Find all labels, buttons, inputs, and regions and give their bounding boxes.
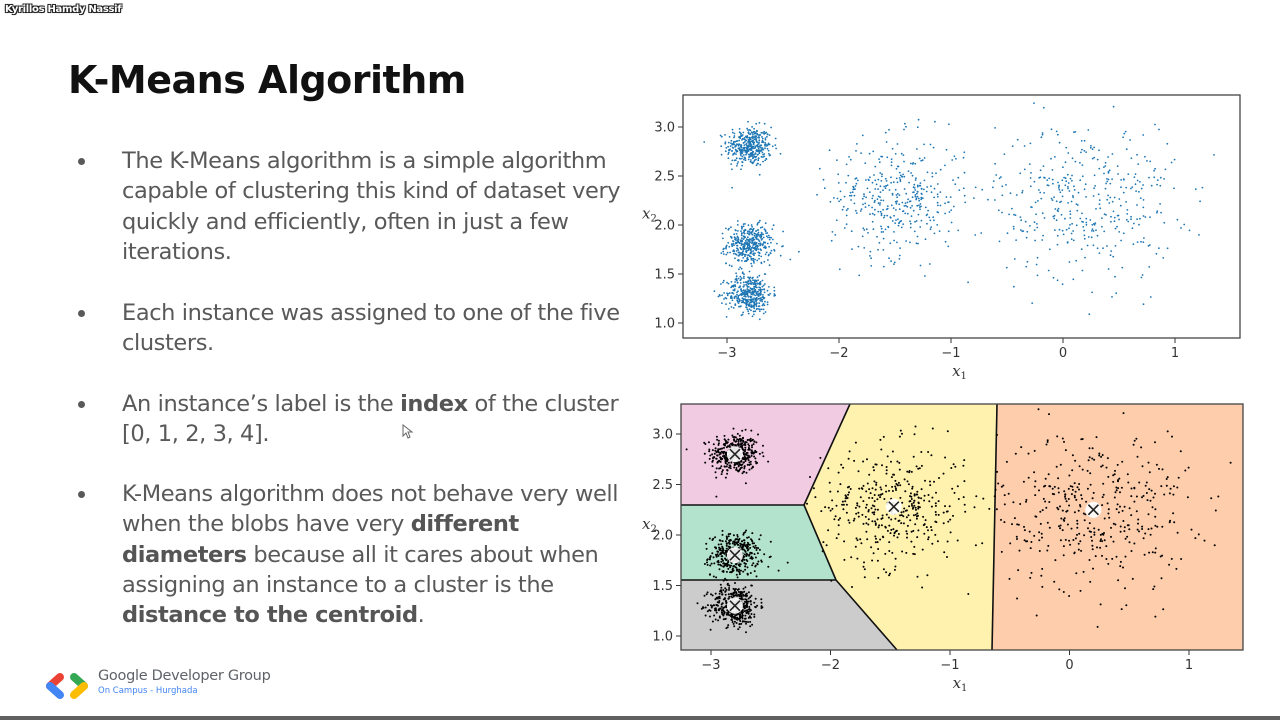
- bullet-item: Each instance was assigned to one of the…: [74, 298, 644, 359]
- bullet-item: An instance’s label is the index of the …: [74, 389, 644, 450]
- bullet-text: An instance’s label is the index of the …: [122, 391, 619, 448]
- scatter-chart-unlabeled: −3 −2 −1 0 1 1.0 1.5 2.0 2.5 3.0 x1 x2: [640, 90, 1250, 385]
- region-cluster-middle: [804, 404, 997, 650]
- bullet-dot-icon: [78, 401, 85, 408]
- gdg-name: Google Developer Group: [98, 668, 271, 684]
- gdg-chapter: On Campus - Hurghada: [98, 686, 198, 696]
- bullet-text: K-Means algorithm does not behave very w…: [122, 481, 619, 629]
- svg-text:x1: x1: [952, 362, 967, 382]
- centroid-marker-icon: [885, 498, 902, 515]
- scatter-points: [703, 102, 1215, 321]
- svg-text:−3: −3: [701, 658, 720, 673]
- centroid-marker-icon: [1085, 501, 1102, 518]
- bullet-item: The K-Means algorithm is a simple algori…: [74, 146, 644, 267]
- svg-text:0: 0: [1065, 658, 1073, 673]
- region-cluster-mid-left: [681, 505, 836, 580]
- svg-text:1.0: 1.0: [652, 630, 673, 645]
- voronoi-plot-svg: −3 −2 −1 0 1 1.0 1.5 2.0 2.5 3.0 x1 x2: [642, 403, 1244, 694]
- bullet-dot-icon: [78, 158, 85, 165]
- svg-text:3.0: 3.0: [654, 121, 675, 136]
- gdg-logo: Google Developer Group On Campus - Hurgh…: [44, 666, 274, 702]
- bullet-text: The K-Means algorithm is a simple algori…: [122, 148, 621, 265]
- presenter-name: Kyrillos Hamdy Nassif: [5, 4, 122, 15]
- svg-text:−3: −3: [717, 346, 736, 361]
- svg-text:2.0: 2.0: [654, 219, 675, 234]
- svg-text:2.0: 2.0: [652, 529, 673, 544]
- bullet-text: Each instance was assigned to one of the…: [122, 300, 620, 357]
- centroid-marker-icon: [726, 547, 743, 564]
- svg-text:2.5: 2.5: [652, 478, 673, 493]
- svg-text:2.5: 2.5: [654, 170, 675, 185]
- centroid-marker-icon: [726, 597, 743, 614]
- kmeans-decision-boundary-chart: −3 −2 −1 0 1 1.0 1.5 2.0 2.5 3.0 x1 x2: [640, 395, 1255, 695]
- svg-text:1.5: 1.5: [654, 268, 675, 283]
- bullet-dot-icon: [78, 491, 85, 498]
- region-cluster-top-left: [681, 404, 850, 505]
- bottom-bar: [0, 716, 1280, 720]
- svg-text:1.0: 1.0: [654, 317, 675, 332]
- centroid-marker-icon: [726, 446, 743, 463]
- svg-text:−1: −1: [940, 658, 959, 673]
- region-cluster-right: [992, 404, 1243, 650]
- bullet-item: K-Means algorithm does not behave very w…: [74, 479, 644, 630]
- svg-text:x2: x2: [642, 515, 657, 535]
- svg-text:1.5: 1.5: [652, 579, 673, 594]
- region-cluster-bottom-left: [681, 580, 897, 650]
- svg-text:−2: −2: [829, 346, 848, 361]
- slide-title: K-Means Algorithm: [68, 58, 466, 102]
- svg-text:−2: −2: [821, 658, 840, 673]
- svg-text:−1: −1: [941, 346, 960, 361]
- bullet-dot-icon: [78, 310, 85, 317]
- svg-text:x2: x2: [642, 205, 657, 225]
- svg-text:1: 1: [1185, 658, 1193, 673]
- svg-text:1: 1: [1171, 346, 1179, 361]
- svg-text:3.0: 3.0: [652, 428, 673, 443]
- svg-text:0: 0: [1059, 346, 1067, 361]
- gdg-brackets-icon: [46, 673, 88, 699]
- svg-text:x1: x1: [953, 674, 968, 694]
- scatter-plot-svg: −3 −2 −1 0 1 1.0 1.5 2.0 2.5 3.0 x1 x2: [642, 94, 1241, 382]
